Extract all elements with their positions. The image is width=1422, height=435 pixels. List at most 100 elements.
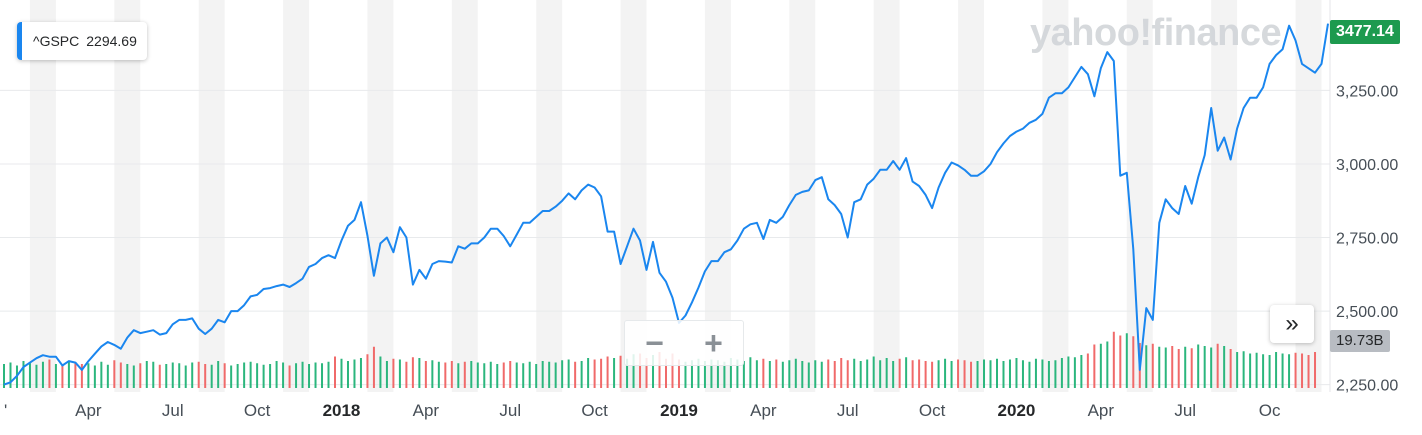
volume-bar [3,364,5,388]
x-tick-label: Jul [162,401,184,420]
volume-bar [905,357,908,388]
zoom-in-button[interactable]: + [704,324,723,361]
volume-bar [1216,343,1219,388]
volume-bar [1262,354,1265,388]
month-band [1211,0,1238,392]
volume-bar [885,358,888,388]
x-tick-label: 2018 [323,401,361,420]
volume-bar [1047,361,1050,388]
volume-bar [671,353,674,388]
volume-bar [100,361,103,388]
volume-bar [541,361,544,388]
volume-bar [548,361,551,388]
volume-bar [424,361,427,388]
volume-bar [892,361,895,388]
month-band [114,0,141,392]
volume-bar [989,360,992,388]
volume-bar [509,361,512,388]
volume-bar [1060,358,1063,388]
volume-bar [269,364,272,388]
volume-bar [106,364,109,388]
volume-bar [950,361,953,388]
volume-bar [1015,358,1018,388]
volume-bar [1067,356,1070,388]
volume-bar [983,359,986,388]
x-tick-label: Jul [499,401,521,420]
volume-bar [139,363,142,388]
volume-bar [587,358,590,388]
symbol-legend[interactable]: ^GSPC 2294.69 [17,22,147,60]
x-tick-label: 2019 [660,401,698,420]
volume-bar [697,358,700,388]
volume-bar [736,359,739,388]
volume-bar [223,363,226,388]
x-tick-label: Oct [244,401,271,420]
x-tick-label: Oct [919,401,946,420]
legend-value: 2294.69 [86,33,137,49]
x-tick-label: Oc [1259,401,1281,420]
volume-bar [9,362,12,388]
volume-bar [158,364,161,388]
volume-bar [132,365,135,388]
volume-bar [762,358,765,388]
volume-bar [54,364,57,388]
volume-bar [957,359,960,388]
volume-bar [1119,335,1122,388]
volume-bar [820,361,823,388]
month-band [958,0,985,392]
volume-bar [1008,359,1011,388]
volume-bar [450,361,453,388]
volume-bar [405,361,408,388]
scroll-to-latest-button[interactable]: » [1270,305,1314,343]
x-tick-label: ' [4,401,7,420]
volume-bar [28,363,31,388]
y-tick-label: 2,750.00 [1336,231,1398,248]
legend-symbol: ^GSPC [33,33,80,49]
volume-bar [1073,357,1076,388]
volume-bar [496,364,499,388]
volume-bar [392,358,395,388]
zoom-out-button[interactable]: − [645,324,664,361]
volume-bar [431,360,434,388]
volume-bar [561,360,564,388]
y-tick-label: 2,500.00 [1336,304,1398,321]
volume-bar [632,354,635,388]
volume-bar [528,361,531,388]
volume-bar [600,358,603,388]
volume-bar [1294,352,1297,388]
volume-bar [1223,346,1226,388]
volume-bar [411,357,414,388]
x-tick-label: Apr [750,401,777,420]
volume-bar [262,364,265,388]
volume-bar [1099,343,1102,388]
volume-bar [366,354,369,388]
legend-color-swatch [17,22,22,60]
y-tick-label: 3,000.00 [1336,157,1398,174]
volume-bar [314,362,317,388]
volume-bar [775,359,778,388]
month-band [536,0,563,392]
volume-bar [554,362,557,388]
volume-bar [866,359,869,388]
volume-bar [204,364,207,388]
volume-bar [1041,359,1044,388]
volume-bar [243,362,246,388]
volume-bar [742,361,745,388]
volume-bar [1203,346,1206,388]
volume-bar [911,360,914,388]
volume-bar [437,361,440,388]
volume-bar [288,365,291,388]
volume-bar [1242,351,1245,388]
volume-bar [794,358,797,388]
volume-bar [788,360,791,388]
volume-bar [522,363,525,388]
y-tick-label: 3,250.00 [1336,83,1398,100]
volume-bar [1112,331,1115,388]
volume-bar [963,360,966,388]
volume-bar [846,360,849,388]
volume-bar [879,360,882,388]
month-band [198,0,225,392]
volume-bar [1158,346,1161,388]
volume-bar [230,365,233,388]
